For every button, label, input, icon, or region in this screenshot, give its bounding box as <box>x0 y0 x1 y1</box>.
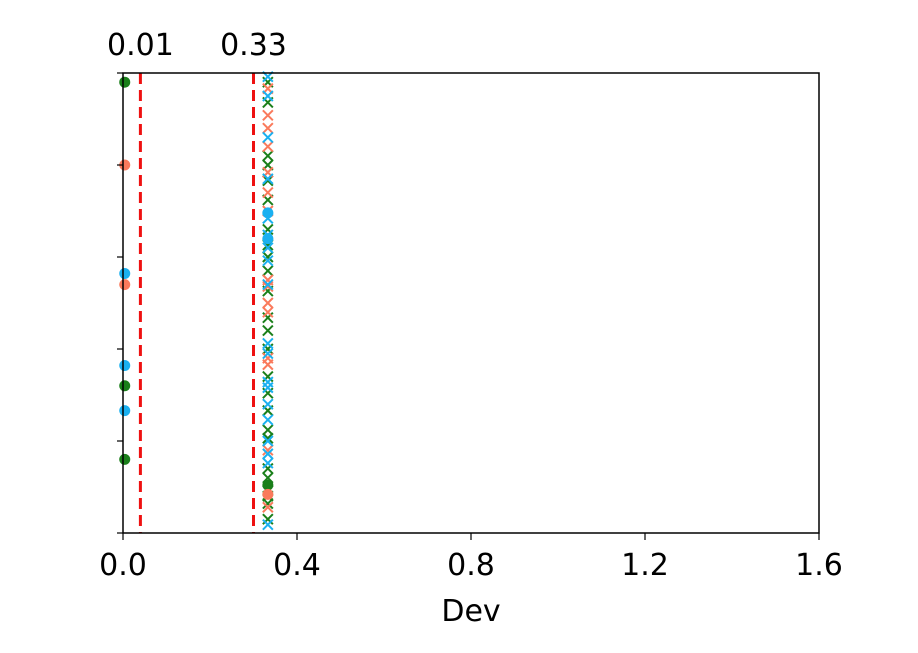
data-point-circle-marker <box>262 207 274 219</box>
x-axis-label: Dev <box>441 594 500 629</box>
y-axis-ticks <box>117 72 123 534</box>
data-point-circle-marker <box>262 488 274 500</box>
data-point-x-marker <box>262 312 274 324</box>
x-tick-label: 1.2 <box>621 548 669 583</box>
data-point-x-marker <box>262 513 274 525</box>
data-point-x-marker <box>262 223 274 236</box>
data-point-x-marker <box>262 306 274 318</box>
x-tick-label: 1.6 <box>795 548 843 583</box>
data-point-circle-marker <box>119 453 131 465</box>
data-point-x-marker <box>262 324 274 337</box>
data-point-circle-marker <box>119 76 131 88</box>
data-point-x-marker <box>262 424 274 436</box>
data-point-x-marker <box>262 122 274 134</box>
data-point-x-marker <box>262 186 274 199</box>
reference-line-label: 0.33 <box>220 28 287 63</box>
data-point-circle-marker <box>119 159 131 171</box>
data-point-x-marker <box>262 414 274 426</box>
data-point-x-marker <box>262 432 274 444</box>
data-point-x-marker <box>262 131 274 144</box>
data-point-x-marker <box>262 457 274 469</box>
reference-lines: 0.01 0.33 <box>107 28 287 533</box>
data-point-circle-marker <box>119 380 131 392</box>
x-tick-label: 0.4 <box>273 548 321 583</box>
data-point-x-marker <box>262 376 274 388</box>
data-point-x-marker <box>262 109 274 122</box>
data-point-circle-marker <box>119 405 131 417</box>
data-point-x-marker <box>262 90 274 102</box>
data-point-x-marker <box>262 150 274 162</box>
data-point-circle-marker <box>119 268 131 280</box>
data-point-x-marker <box>262 174 274 187</box>
data-point-circle-marker <box>119 279 131 291</box>
data-point-circle-marker <box>262 233 274 245</box>
data-point-circle-marker <box>262 479 274 491</box>
data-point-x-marker <box>262 242 274 254</box>
data-point-x-marker <box>262 173 274 185</box>
x-axis-ticks: 0.0 0.4 0.8 1.2 1.6 <box>99 533 843 583</box>
data-point-x-marker <box>262 462 274 475</box>
data-point-x-marker <box>262 444 274 456</box>
data-point-x-marker <box>262 398 274 410</box>
x-tick-label: 0.0 <box>99 548 147 583</box>
data-point-x-marker <box>262 254 274 267</box>
data-point-x-marker <box>262 140 274 153</box>
data-point-x-marker <box>262 251 274 263</box>
data-point-x-marker <box>262 448 274 460</box>
data-point-x-marker <box>262 337 274 350</box>
plot-frame <box>122 72 820 534</box>
data-point-circle-marker <box>119 360 131 372</box>
data-point-x-marker <box>262 497 274 510</box>
data-point-x-marker <box>262 519 274 531</box>
data-point-x-marker <box>262 280 274 293</box>
data-point-x-marker <box>262 370 274 383</box>
data-point-x-marker <box>262 278 274 291</box>
data-point-x-marker <box>262 381 274 394</box>
reference-line-label: 0.01 <box>107 28 174 63</box>
data-point-x-marker <box>262 358 274 371</box>
data-point-x-marker <box>262 347 274 360</box>
data-point-x-marker <box>262 501 274 513</box>
data-point-x-marker <box>262 435 274 447</box>
plot-marks <box>119 70 274 531</box>
data-point-x-marker <box>262 297 274 309</box>
data-point-x-marker <box>262 387 274 399</box>
data-point-x-marker <box>262 265 274 277</box>
x-tick-label: 0.8 <box>447 548 495 583</box>
